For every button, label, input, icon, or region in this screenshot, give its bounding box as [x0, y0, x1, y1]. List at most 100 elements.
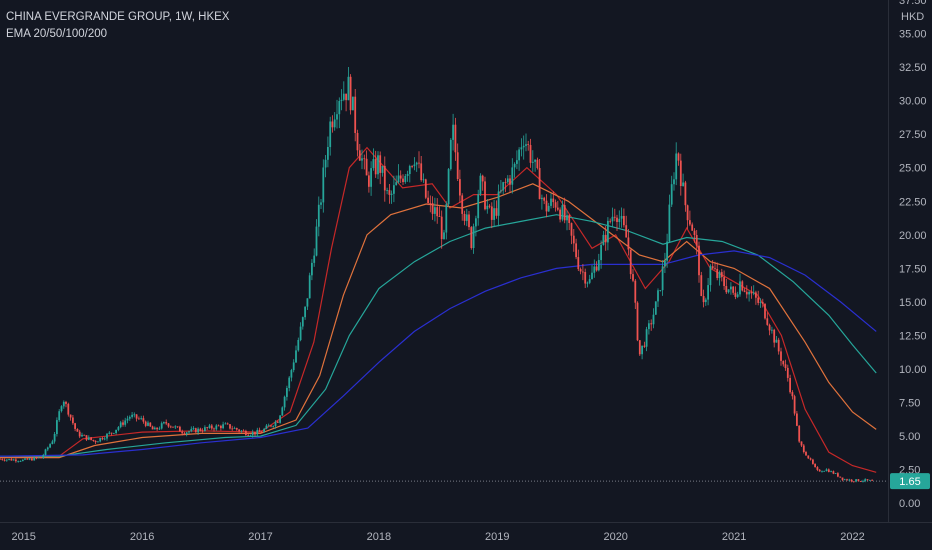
candle-body: [864, 479, 867, 481]
candle-body: [604, 234, 607, 243]
candle-body: [311, 262, 313, 276]
candle-body: [295, 350, 297, 363]
candle-body: [613, 216, 616, 218]
candle-body: [21, 459, 24, 462]
candle-body: [522, 145, 525, 148]
candle-body: [855, 479, 857, 482]
candle-body: [691, 224, 694, 231]
candle-body: [258, 429, 261, 432]
candle-body: [837, 473, 839, 477]
candle-body: [279, 415, 281, 423]
candle-body: [124, 420, 127, 425]
candle-body: [322, 167, 325, 203]
x-tick-label: 2021: [722, 531, 746, 543]
candle-body: [789, 378, 791, 393]
candle-body: [616, 217, 618, 222]
candle-body: [167, 423, 170, 427]
y-tick-label: 5.00: [899, 431, 920, 443]
candle-body: [636, 302, 639, 341]
candle-body: [600, 245, 602, 261]
candle-body: [518, 149, 520, 161]
candle-body: [454, 124, 457, 153]
candle-body: [818, 469, 821, 472]
candle-body: [436, 207, 439, 217]
candle-body: [65, 401, 67, 404]
candle-body: [317, 204, 320, 227]
candle-body: [764, 303, 766, 319]
x-tick-label: 2016: [130, 531, 154, 543]
candle-body: [424, 179, 427, 198]
candle-body: [390, 193, 393, 195]
candle-body: [324, 159, 327, 168]
candle-body: [673, 179, 675, 185]
candle-body: [85, 435, 88, 440]
candle-body: [595, 266, 598, 271]
candle-body: [347, 76, 350, 101]
candle-body: [793, 396, 796, 414]
candle-body: [365, 158, 368, 176]
candle-body: [131, 414, 133, 417]
candle-body: [35, 457, 38, 459]
candle-body: [846, 479, 848, 481]
candle-body: [306, 298, 309, 307]
candle-body: [174, 426, 177, 428]
candle-body: [251, 432, 254, 436]
candle-body: [336, 114, 338, 120]
candle-body: [299, 326, 302, 341]
y-tick-label: 37.50: [899, 0, 927, 7]
candle-body: [525, 144, 527, 146]
candle-body: [629, 249, 632, 275]
candle-body: [204, 427, 206, 431]
candle-body: [825, 469, 828, 471]
candle-body: [331, 121, 334, 128]
candle-body: [249, 435, 252, 437]
candle-body: [634, 280, 637, 303]
candle-body: [504, 182, 507, 183]
candle-body: [611, 216, 614, 222]
candle-body: [142, 418, 145, 422]
candle-body: [739, 281, 741, 295]
candle-body: [215, 425, 218, 430]
candle-body: [839, 476, 842, 478]
candle-body: [286, 388, 288, 397]
candle-body: [313, 255, 316, 263]
candle-body: [206, 427, 209, 428]
candle-body: [848, 479, 851, 481]
candle-body: [447, 169, 450, 205]
y-tick-label: 22.50: [899, 196, 927, 208]
candle-body: [652, 314, 655, 325]
candle-body: [841, 477, 844, 480]
candle-body: [333, 119, 336, 128]
candle-body: [78, 431, 81, 437]
candle-body: [850, 479, 853, 482]
candle-body: [477, 194, 480, 219]
candle-body: [852, 481, 855, 483]
candle-body: [821, 471, 823, 473]
candle-body: [83, 434, 86, 436]
candle-body: [106, 433, 108, 439]
candle-body: [288, 377, 291, 388]
candle-body: [356, 133, 359, 151]
symbol-title: CHINA EVERGRANDE GROUP, 1W, HKEX: [6, 11, 230, 23]
candle-body: [119, 422, 122, 428]
candle-body: [172, 426, 174, 428]
candle-body: [62, 401, 65, 407]
candle-body: [468, 214, 470, 228]
candle-body: [748, 291, 750, 295]
candle-body: [481, 175, 484, 182]
candle-body: [475, 218, 477, 227]
y-tick-label: 15.00: [899, 297, 927, 309]
candle-body: [340, 99, 343, 101]
candle-body: [857, 479, 860, 482]
candle-body: [304, 306, 306, 318]
y-tick-label: 35.00: [899, 29, 927, 41]
candle-body: [0, 458, 1, 460]
candle-body: [431, 203, 434, 214]
candle-body: [823, 471, 826, 472]
candle-body: [625, 225, 628, 238]
candle-body: [197, 428, 199, 433]
candle-body: [470, 227, 473, 248]
candle-body: [586, 282, 589, 284]
y-tick-label: 20.00: [899, 230, 927, 242]
candle-body: [490, 206, 493, 220]
